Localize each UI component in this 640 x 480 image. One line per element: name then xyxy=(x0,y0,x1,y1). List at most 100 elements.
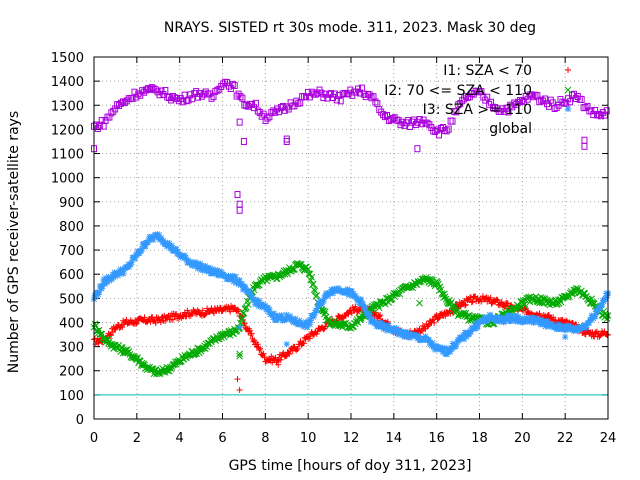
x-tick-label: 4 xyxy=(176,431,184,446)
data-point xyxy=(269,310,276,317)
data-point xyxy=(241,320,248,327)
data-point xyxy=(587,329,594,336)
data-point xyxy=(437,124,444,132)
data-point xyxy=(239,280,246,287)
data-point xyxy=(407,123,414,131)
data-point xyxy=(229,80,236,88)
data-point xyxy=(195,93,202,101)
data-point xyxy=(211,270,218,277)
data-point xyxy=(148,236,155,243)
x-tick-label: 6 xyxy=(218,431,226,446)
data-point xyxy=(349,304,356,311)
data-point xyxy=(216,268,223,275)
data-point xyxy=(148,84,155,92)
series-layer xyxy=(90,78,612,394)
outlier-point xyxy=(234,191,241,199)
data-point xyxy=(342,290,349,297)
y-tick-label: 900 xyxy=(59,196,84,211)
data-point xyxy=(600,298,607,305)
y-tick-label: 1500 xyxy=(51,51,84,66)
data-point xyxy=(206,308,213,315)
data-point xyxy=(491,103,498,111)
data-point xyxy=(550,314,557,321)
data-point xyxy=(96,121,103,129)
data-point xyxy=(116,101,123,109)
data-point xyxy=(145,237,152,244)
data-point xyxy=(318,89,325,97)
data-point xyxy=(279,102,286,110)
data-point xyxy=(117,99,124,107)
data-point xyxy=(429,339,436,346)
data-point xyxy=(198,92,205,100)
data-point xyxy=(157,319,164,326)
data-point xyxy=(538,96,545,104)
data-point xyxy=(548,320,555,327)
x-tick-label: 12 xyxy=(343,431,360,446)
data-point xyxy=(174,248,181,255)
data-point xyxy=(337,97,344,105)
data-point xyxy=(509,312,516,319)
data-point xyxy=(536,319,543,326)
data-point xyxy=(162,87,169,95)
data-point xyxy=(229,272,236,279)
data-point xyxy=(170,92,177,100)
data-point xyxy=(210,93,217,101)
data-point xyxy=(256,297,263,304)
data-point xyxy=(515,315,522,322)
data-point xyxy=(304,324,311,331)
data-point xyxy=(324,94,331,102)
data-point xyxy=(295,99,302,107)
data-point xyxy=(264,114,271,122)
data-point xyxy=(534,315,541,322)
data-point xyxy=(274,312,281,319)
data-point xyxy=(288,315,295,322)
data-point xyxy=(339,90,346,98)
data-point xyxy=(258,112,265,120)
data-point xyxy=(321,308,329,315)
data-point xyxy=(132,320,139,327)
data-point xyxy=(563,99,570,107)
data-point xyxy=(325,315,333,323)
data-point xyxy=(216,304,223,311)
data-point xyxy=(214,267,221,274)
data-point xyxy=(230,278,237,285)
data-point xyxy=(296,317,303,324)
y-tick-label: 1000 xyxy=(51,172,84,187)
data-point xyxy=(592,313,599,320)
x-tick-label: 0 xyxy=(90,431,98,446)
data-point xyxy=(311,287,319,295)
data-point xyxy=(313,291,321,299)
data-point xyxy=(410,116,417,124)
data-point xyxy=(179,98,186,106)
data-point xyxy=(314,303,321,310)
data-point xyxy=(567,98,574,106)
data-point xyxy=(307,317,314,324)
data-point xyxy=(550,321,557,328)
data-point xyxy=(442,313,449,320)
data-point xyxy=(487,294,494,301)
data-point xyxy=(246,289,253,296)
data-point xyxy=(445,125,452,133)
data-point xyxy=(306,335,313,342)
outlier-point xyxy=(236,118,243,126)
y-tick-label: 1100 xyxy=(51,148,84,163)
data-point xyxy=(139,87,146,95)
data-point xyxy=(242,284,249,291)
data-point xyxy=(345,90,352,98)
data-point xyxy=(308,273,315,281)
data-point xyxy=(365,310,372,317)
data-point xyxy=(202,88,209,96)
data-point xyxy=(252,99,259,107)
data-point xyxy=(241,101,248,109)
data-point xyxy=(138,246,145,253)
outlier-point xyxy=(236,324,243,331)
data-point xyxy=(209,265,216,272)
data-point xyxy=(395,331,402,338)
data-point xyxy=(467,328,474,335)
data-point xyxy=(403,119,410,127)
y-tick-label: 500 xyxy=(59,292,84,307)
outlier-point xyxy=(283,137,290,145)
outlier-point xyxy=(283,341,290,348)
data-point xyxy=(313,307,320,314)
data-point xyxy=(604,292,611,299)
